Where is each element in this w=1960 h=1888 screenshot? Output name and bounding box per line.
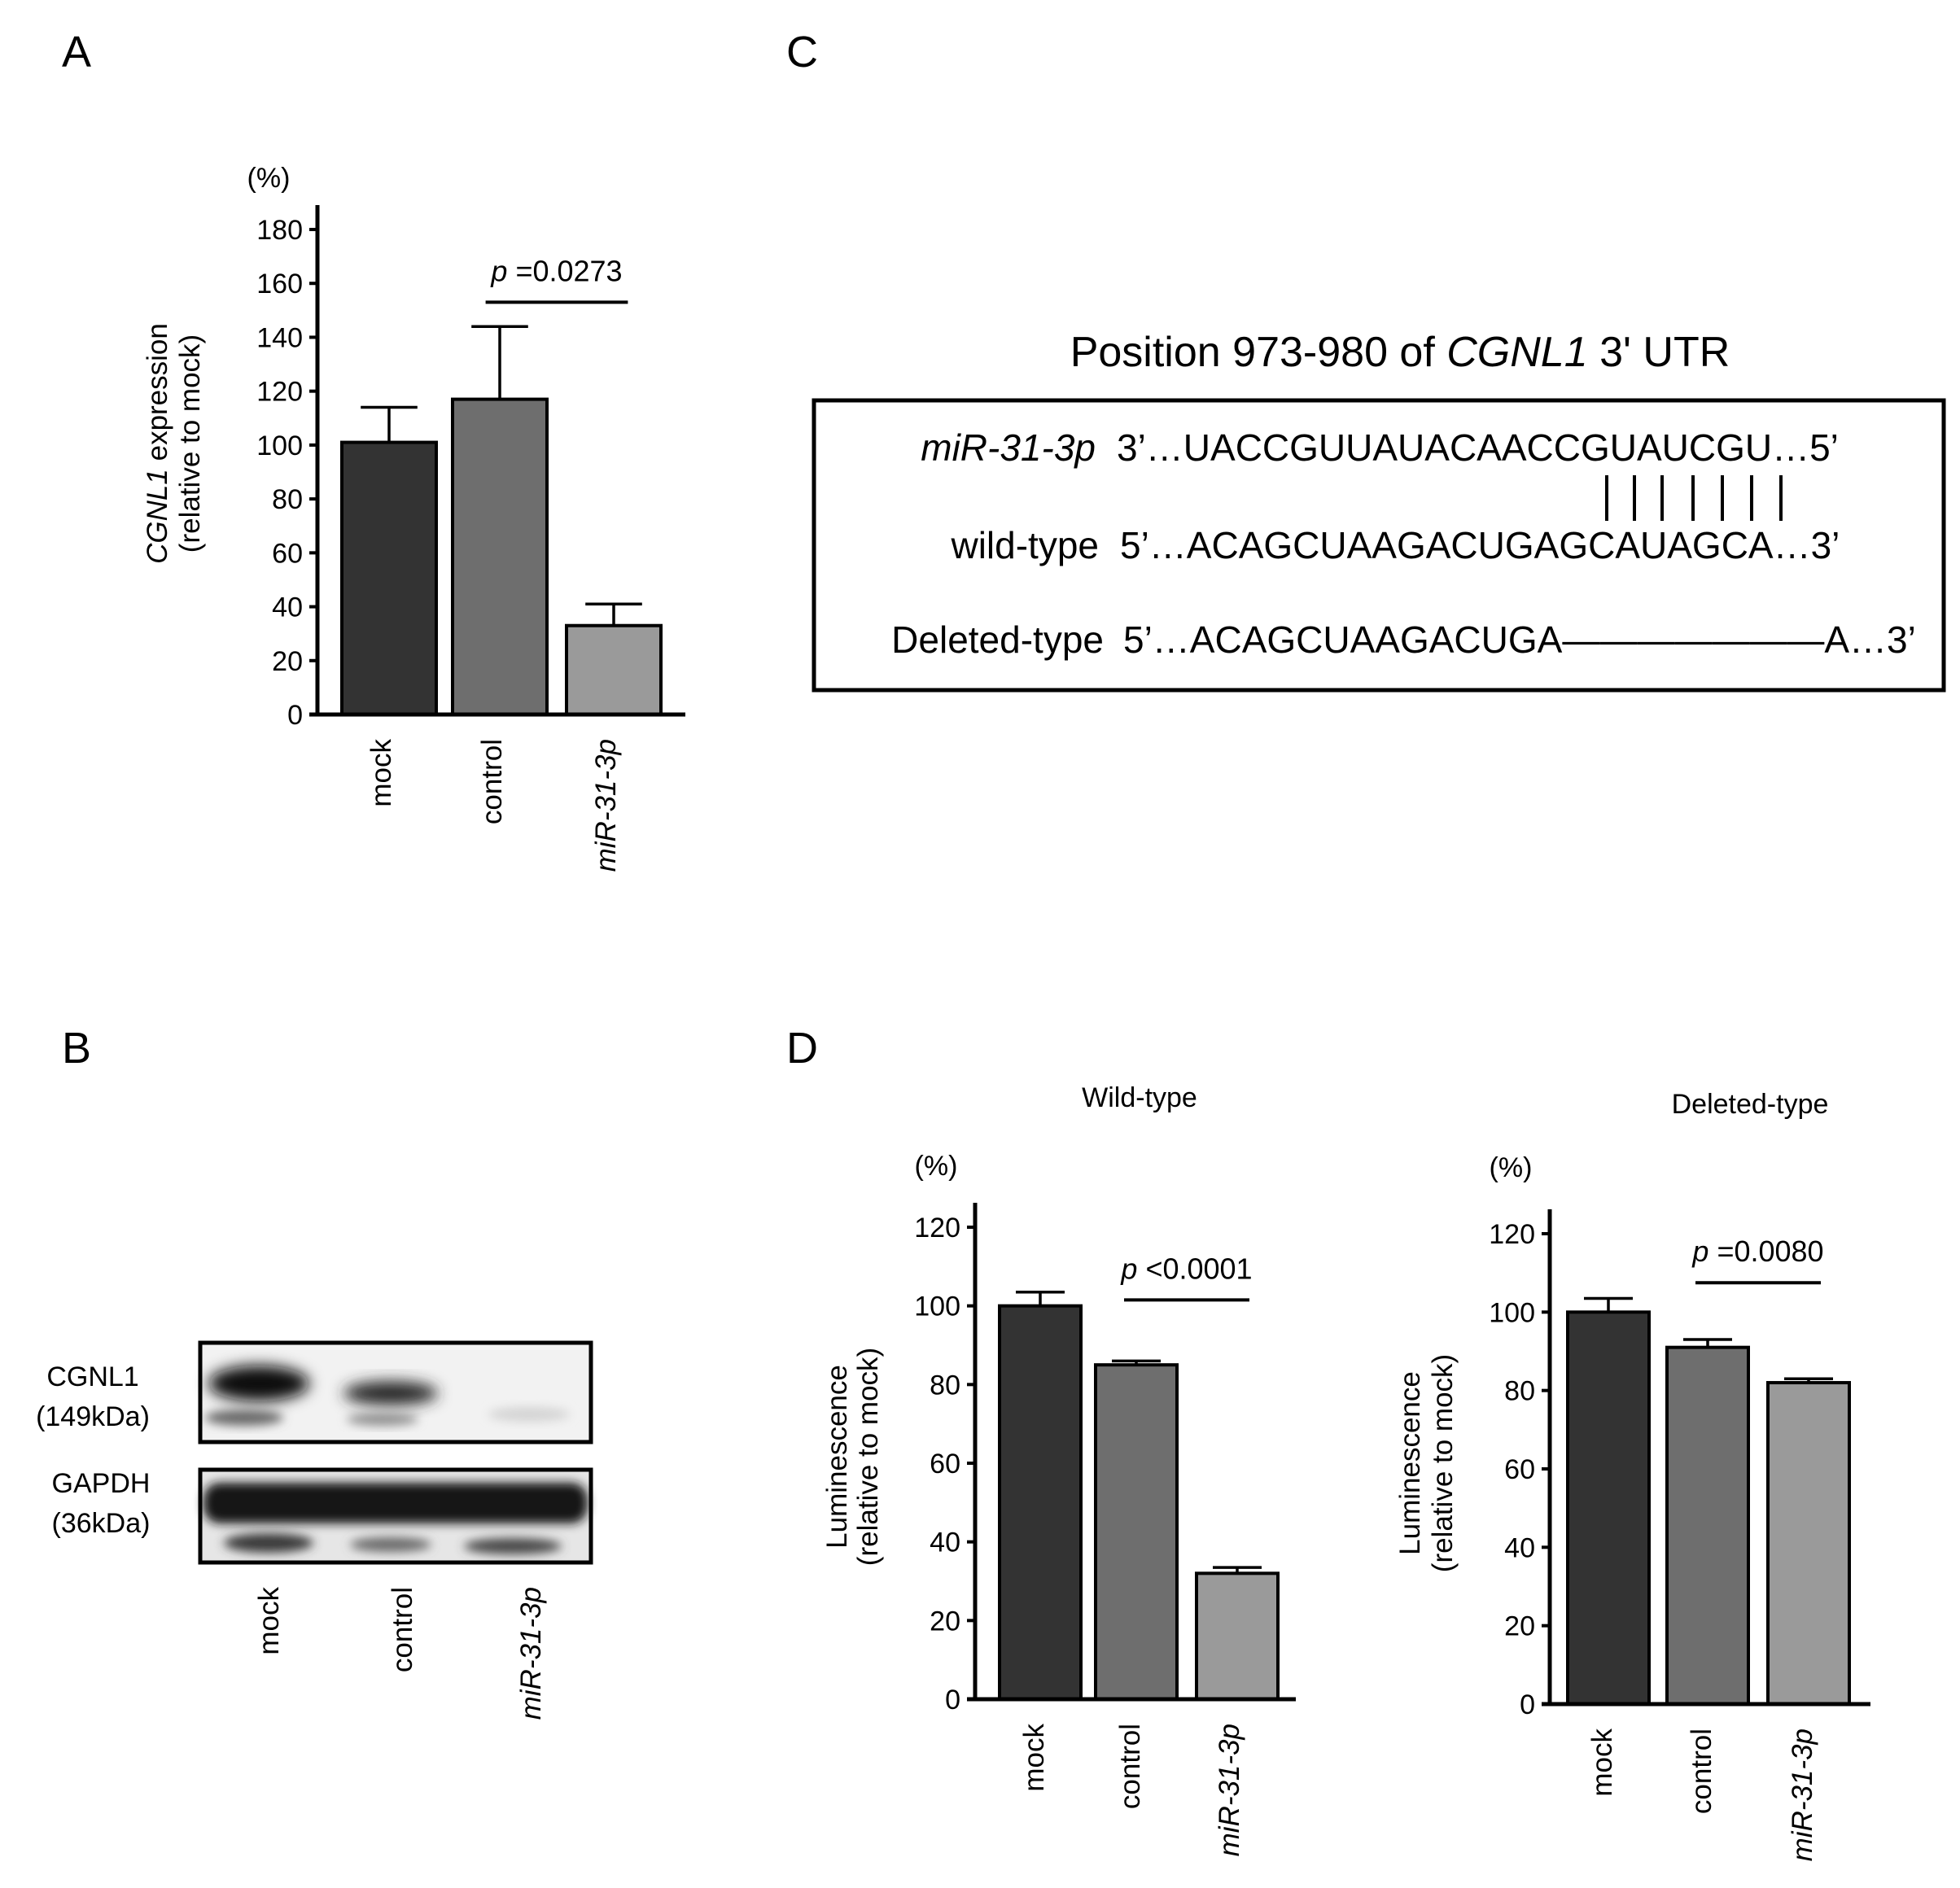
y-tick-label: 60 [272,538,303,569]
y-axis-label-italic: CGNL1 [142,469,173,564]
y-tick-label: 60 [1504,1454,1535,1485]
bar [1665,1345,1750,1707]
p-value-label: p =0.0273 [490,254,622,287]
blot-label-cgnl1: CGNL1 [46,1361,138,1392]
p-value-symbol: p [1691,1235,1708,1268]
chart-title: Wild-type [1082,1082,1197,1113]
p-value-text: =0.0080 [1708,1235,1823,1268]
y-unit-label: (%) [1490,1152,1533,1183]
bar [998,1304,1083,1701]
y-tick-label: 80 [930,1370,960,1401]
y-tick-label: 40 [1504,1532,1535,1563]
blot-label-gapdh: GAPDH [52,1468,151,1499]
y-tick-label: 120 [256,377,303,408]
bar [1094,1363,1179,1701]
p-value-symbol: p [1120,1252,1137,1285]
y-tick-label: 180 [256,215,303,246]
y-tick-label: 100 [256,430,303,461]
bar [565,623,663,717]
y-axis-label: CGNL1 expression [142,323,173,564]
p-value-label: p =0.0080 [1691,1235,1823,1268]
y-tick-label: 140 [256,322,303,353]
p-value-text: <0.0001 [1137,1252,1252,1285]
y-tick-label: 0 [1520,1689,1535,1720]
sequence-alignment: Position 973-980 of CGNL1 3' UTR miR-31-… [812,329,1946,693]
category-label: mock [1018,1724,1050,1792]
y-unit-label: (%) [915,1151,958,1182]
alignment-label-wild-type: wild-type [950,524,1099,566]
alignment-seq-wild-type: 5’…ACAGCUAAGACUGAGCAUAGCA…3’ [1120,524,1840,566]
y-tick-label: 60 [930,1449,960,1479]
y-tick-label: 20 [1504,1611,1535,1642]
y-axis-label-2: (relative to mock) [174,334,206,553]
y-axis-label: Luminescence [821,1365,853,1549]
y-tick-label: 100 [1489,1297,1535,1328]
base-pair-lines [1605,475,1783,521]
chart-d-wild-type: Wild-type (%) Luminescence (relative to moc… [821,1082,1296,1856]
bar [451,397,549,716]
alignment-box [812,398,1946,693]
category-label: control [1686,1728,1717,1814]
blot-lane-mir-31-3p: miR-31-3p [515,1587,547,1720]
y-unit-label: (%) [247,163,291,194]
bar [1766,1381,1851,1706]
alignment-seq-deleted-type: 5’…ACAGCUAAGACUGA———————A…3’ [1123,618,1916,661]
category-label: mock [1586,1728,1618,1797]
y-tick-label: 100 [914,1291,960,1322]
bar [340,440,438,716]
bar [1195,1571,1280,1702]
category-label: miR-31-3p [1214,1724,1245,1856]
category-label: miR-31-3p [590,739,622,872]
y-axis-label-2: (relative to mock) [1427,1354,1459,1572]
y-tick-label: 20 [930,1606,960,1637]
y-tick-label: 0 [287,700,303,731]
y-tick-label: 40 [272,592,303,623]
blot-gapdh-strip [198,1467,593,1565]
y-tick-label: 160 [256,269,303,299]
y-tick-label: 120 [914,1213,960,1243]
panel-label-c: C [786,28,818,76]
p-value-symbol: p [490,254,507,287]
blot-lane-mock: mock [253,1587,285,1655]
chart-a: (%) CGNL1 expression (relative to mock) moc… [142,163,685,872]
blot-lane-control: control [387,1587,418,1672]
western-blot: CGNL1 (149kDa) GAPDH (36kDa) mock contro… [36,1340,593,1720]
category-label: miR-31-3p [1787,1728,1818,1861]
y-axis-label: Luminescence [1394,1371,1426,1555]
category-label: control [476,739,508,824]
p-value-text: =0.0273 [507,254,622,287]
chart-title: Deleted-type [1672,1089,1829,1120]
alignment-label-deleted-type: Deleted-type [891,618,1104,661]
chart-d-deleted-type: Deleted-type (%) Luminescence (relative to … [1394,1089,1870,1861]
y-tick-label: 120 [1489,1219,1535,1250]
y-tick-label: 20 [272,646,303,677]
alignment-seq-mir-31-3p: 3’…UACCGUUAUACAACCGUAUCGU…5’ [1117,426,1839,469]
y-tick-label: 0 [945,1685,960,1715]
y-tick-label: 40 [930,1527,960,1558]
bar [1566,1310,1651,1707]
panel-label-a: A [62,28,91,76]
blot-label-cgnl1-kda: (149kDa) [36,1401,150,1432]
blot-cgnl1-strip [198,1340,593,1444]
y-tick-label: 80 [1504,1376,1535,1407]
y-axis-label-2: (relative to mock) [852,1348,884,1566]
category-label: control [1114,1724,1146,1809]
y-tick-label: 80 [272,484,303,515]
alignment-label-mir-31-3p: miR-31-3p [921,426,1096,469]
y-axis-label-rest: expression [142,323,173,469]
blot-label-gapdh-kda: (36kDa) [52,1508,151,1539]
alignment-title: Position 973-980 of CGNL1 3' UTR [1070,329,1730,376]
panel-label-b: B [62,1024,91,1073]
category-label: mock [365,739,397,807]
p-value-label: p <0.0001 [1120,1252,1252,1285]
panel-label-d: D [786,1024,818,1073]
